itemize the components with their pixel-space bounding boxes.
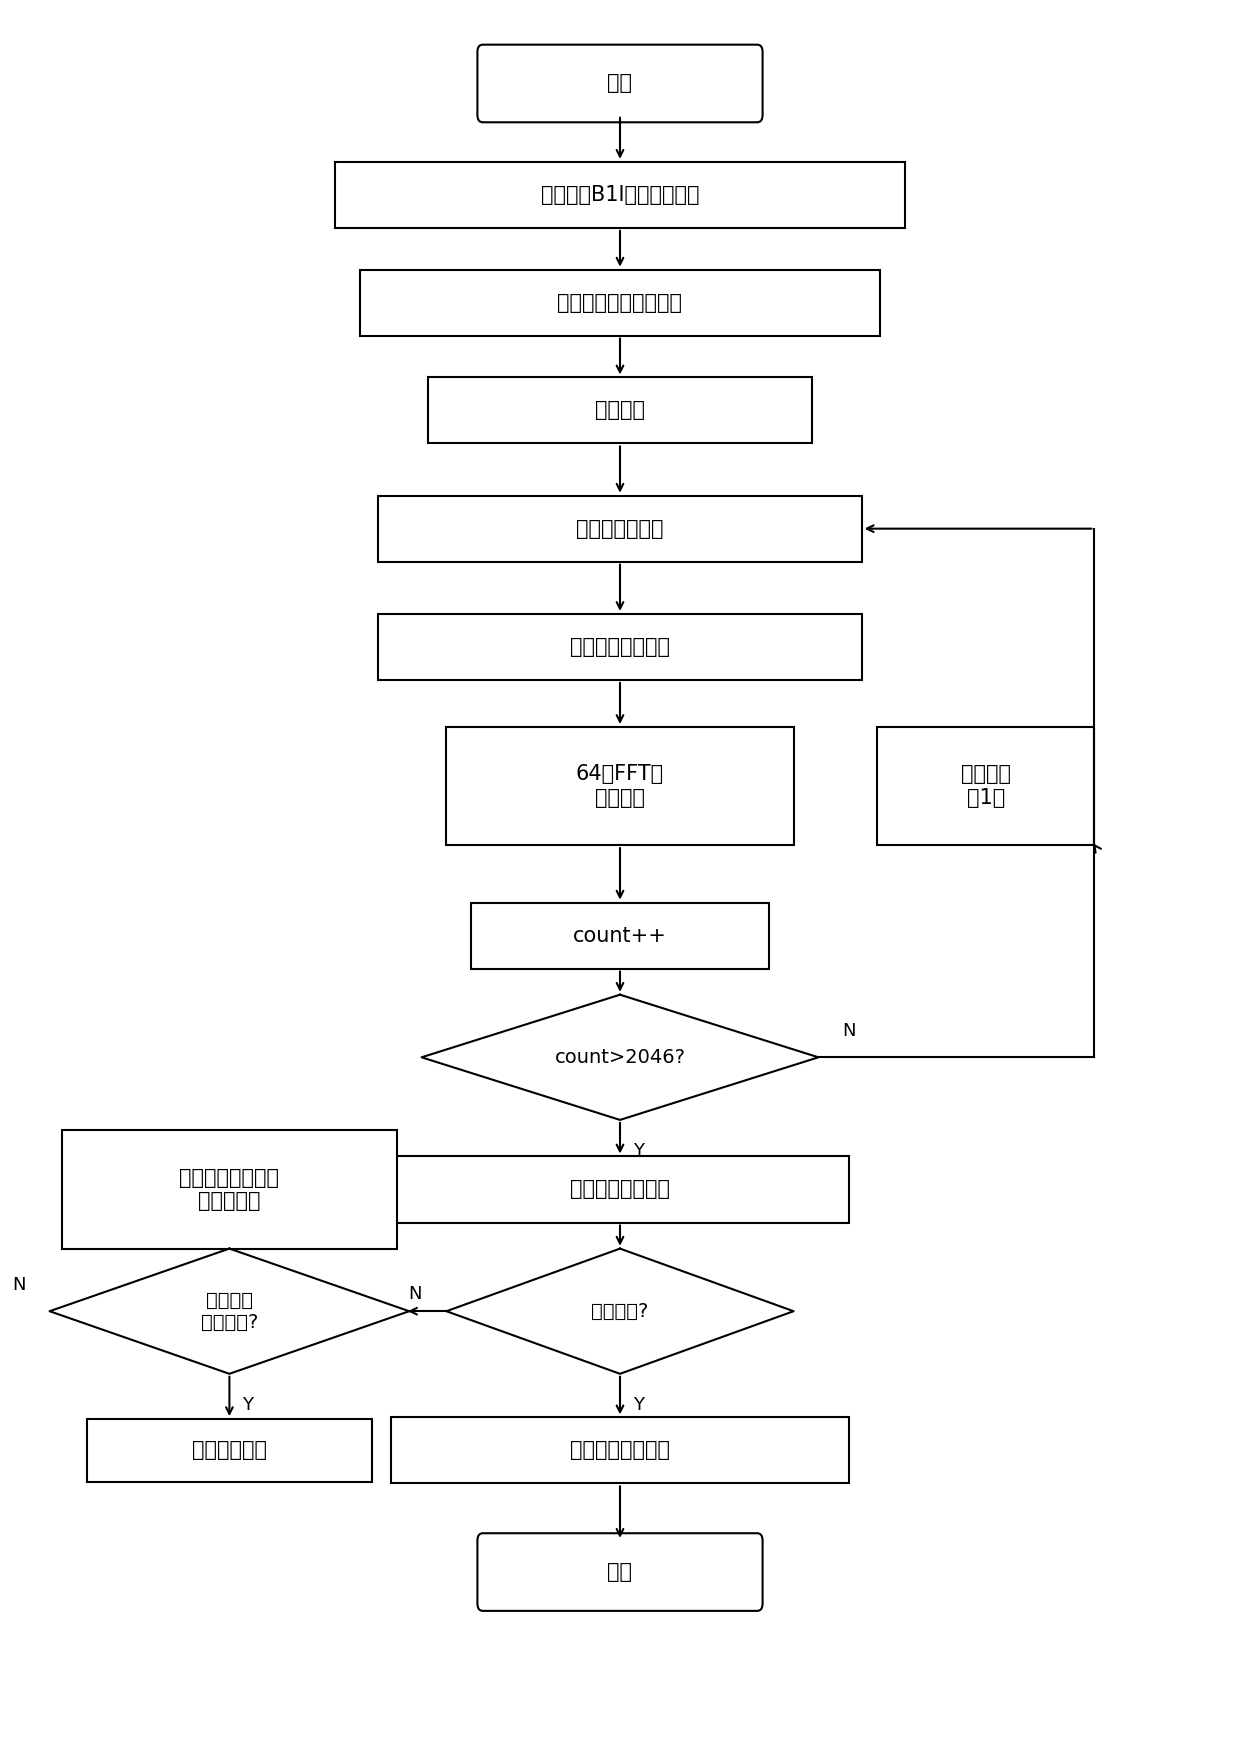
Text: 与本地伪码相乘: 与本地伪码相乘 <box>577 518 663 539</box>
Bar <box>87 1419 372 1482</box>
Bar <box>391 1156 849 1223</box>
Bar <box>378 614 862 680</box>
Polygon shape <box>50 1249 409 1374</box>
Text: count>2046?: count>2046? <box>554 1049 686 1066</box>
Bar <box>378 496 862 562</box>
Bar <box>335 162 905 228</box>
Bar <box>360 270 880 336</box>
Text: 相干降采样、补零: 相干降采样、补零 <box>570 636 670 657</box>
Polygon shape <box>446 1249 794 1374</box>
Text: 搜索下一颗星: 搜索下一颗星 <box>192 1440 267 1461</box>
Bar <box>428 377 812 443</box>
Text: count++: count++ <box>573 925 667 946</box>
Text: Y: Y <box>243 1396 253 1414</box>
Text: 64点FFT、
记录峰值: 64点FFT、 记录峰值 <box>575 765 665 807</box>
Text: 复相位旋转数字下变频: 复相位旋转数字下变频 <box>558 292 682 313</box>
Text: 大于门限?: 大于门限? <box>591 1303 649 1320</box>
Text: N: N <box>409 1285 422 1303</box>
Bar <box>446 727 794 845</box>
Bar <box>391 1417 849 1483</box>
Text: 产生捕获成功标志: 产生捕获成功标志 <box>570 1440 670 1461</box>
Polygon shape <box>422 995 818 1120</box>
Text: N: N <box>12 1276 25 1294</box>
Text: Y: Y <box>634 1143 644 1160</box>
Text: Y: Y <box>634 1396 644 1414</box>
Text: 累积降速: 累积降速 <box>595 400 645 421</box>
Bar <box>878 727 1095 845</box>
Bar <box>471 903 769 969</box>
Text: 本地伪码
移1位: 本地伪码 移1位 <box>961 765 1011 807</box>
Text: 等待其他频率点上
的捕获结果: 等待其他频率点上 的捕获结果 <box>180 1169 279 1210</box>
Bar <box>62 1130 397 1249</box>
Text: 计算最大峰值能量: 计算最大峰值能量 <box>570 1179 670 1200</box>
Text: 开始: 开始 <box>608 73 632 94</box>
FancyBboxPatch shape <box>477 1534 763 1610</box>
FancyBboxPatch shape <box>477 45 763 122</box>
Text: N: N <box>843 1023 856 1040</box>
Text: 结束: 结束 <box>608 1562 632 1582</box>
Text: 是否搜完
全部频率?: 是否搜完 全部频率? <box>201 1290 258 1332</box>
Text: 读取北斗B1I信号采样数据: 读取北斗B1I信号采样数据 <box>541 184 699 205</box>
